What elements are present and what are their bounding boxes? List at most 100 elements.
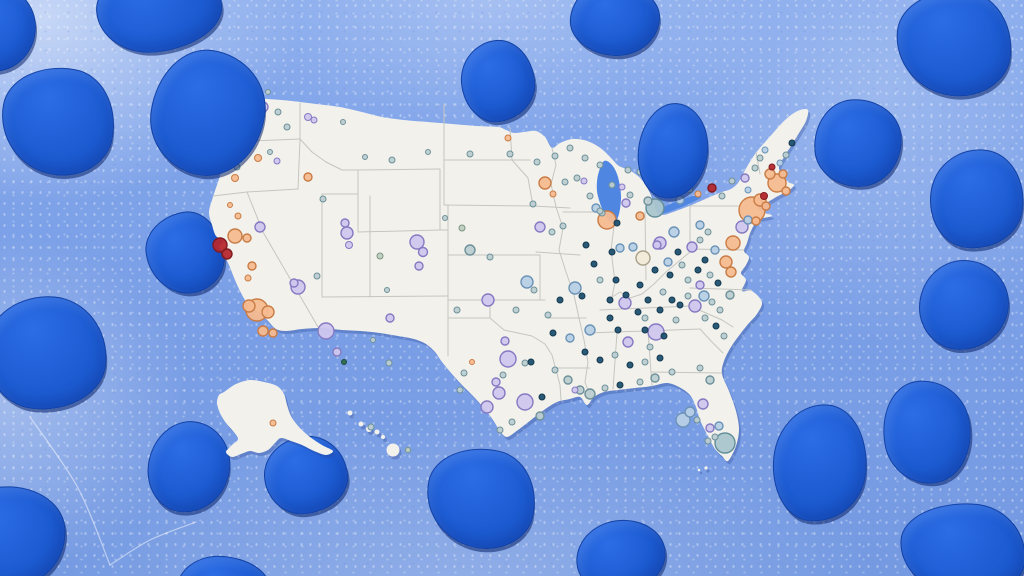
data-bubble <box>549 190 557 198</box>
data-bubble <box>584 388 596 400</box>
data-bubble <box>641 358 649 366</box>
data-bubble <box>606 314 614 322</box>
data-bubble <box>227 202 233 208</box>
data-bubble <box>711 433 719 441</box>
data-bubble <box>611 351 619 359</box>
data-bubble <box>581 348 589 356</box>
data-bubble <box>622 291 630 299</box>
hawaii-island <box>358 421 364 427</box>
data-bubble <box>584 324 596 336</box>
data-bubble <box>760 192 768 200</box>
data-bubble <box>615 243 625 253</box>
hawaii-island <box>347 410 353 416</box>
data-bubble <box>221 248 233 260</box>
alaska-silhouette <box>216 379 334 458</box>
data-bubble <box>636 281 644 289</box>
data-bubble <box>512 306 520 314</box>
data-bubble <box>551 366 559 374</box>
data-bubble <box>442 215 448 221</box>
state-border-line <box>644 211 647 281</box>
data-bubble <box>504 134 512 142</box>
data-bubble <box>340 119 346 125</box>
data-bubble <box>695 220 705 230</box>
data-bubble <box>705 375 715 385</box>
data-bubble <box>788 139 796 147</box>
data-bubble <box>618 183 626 191</box>
scratch-line <box>109 521 197 566</box>
data-bubble <box>761 201 771 211</box>
data-bubble <box>581 154 589 162</box>
data-bubble <box>698 290 710 302</box>
data-bubble <box>666 271 674 279</box>
data-bubble <box>641 326 649 334</box>
data-bubble <box>612 276 620 284</box>
hawaii-island <box>386 443 400 457</box>
data-bubble <box>590 260 598 268</box>
data-bubble <box>705 423 715 433</box>
data-bubble <box>273 157 281 165</box>
data-bubble <box>261 305 275 319</box>
data-bubble <box>480 400 494 414</box>
data-bubble <box>647 323 665 341</box>
data-bubble <box>456 386 464 394</box>
data-bubble <box>414 261 424 271</box>
data-bubble <box>660 332 668 340</box>
data-bubble <box>520 275 534 289</box>
great-lakes <box>596 160 702 225</box>
data-bubble <box>728 177 736 185</box>
data-bubble <box>409 234 425 250</box>
data-bubble <box>621 198 631 208</box>
state-border-line <box>755 151 761 175</box>
data-bubble <box>535 411 545 421</box>
data-bubble <box>596 276 604 284</box>
data-bubble <box>663 257 673 267</box>
data-bubble <box>641 314 649 322</box>
data-bubble <box>417 246 429 258</box>
data-bubble <box>566 144 574 152</box>
data-bubble <box>267 149 273 155</box>
data-bubble <box>596 161 604 169</box>
data-bubble <box>697 398 709 410</box>
data-bubble <box>580 177 588 185</box>
state-border-line <box>551 354 562 401</box>
data-bubble <box>319 195 327 203</box>
state-border-line <box>297 138 301 190</box>
data-bubble <box>596 207 604 215</box>
data-bubble <box>686 241 698 253</box>
state-border-line <box>532 205 571 209</box>
data-bubble <box>231 174 239 182</box>
data-bubble <box>257 325 269 337</box>
data-bubble <box>636 378 644 386</box>
state-border-line <box>599 305 691 311</box>
paint-blob <box>142 42 274 184</box>
data-bubble <box>345 241 353 249</box>
data-bubble <box>644 296 652 304</box>
data-bubble <box>695 280 705 290</box>
state-border-line <box>246 191 319 328</box>
state-border-line <box>612 332 618 390</box>
data-bubble <box>234 212 242 220</box>
data-bubble <box>563 375 573 385</box>
data-bubble <box>714 279 722 287</box>
data-bubble <box>634 308 642 316</box>
data-bubble <box>694 190 702 198</box>
data-bubble <box>254 221 266 233</box>
state-border-line <box>535 251 581 256</box>
data-bubble <box>684 406 696 418</box>
data-bubble <box>269 419 277 427</box>
data-bubble <box>499 350 517 368</box>
data-bubble <box>622 336 634 348</box>
data-bubble <box>672 316 680 324</box>
data-bubble <box>464 244 476 256</box>
data-bubble <box>548 228 556 236</box>
data-bubble <box>499 371 507 379</box>
lake <box>657 195 702 215</box>
data-bubble <box>516 393 534 411</box>
us-land-silhouette <box>208 95 809 472</box>
data-bubble <box>506 150 514 158</box>
data-bubble <box>460 369 468 377</box>
data-bubble <box>508 418 516 426</box>
data-bubble <box>565 333 575 343</box>
data-bubble <box>247 261 257 271</box>
